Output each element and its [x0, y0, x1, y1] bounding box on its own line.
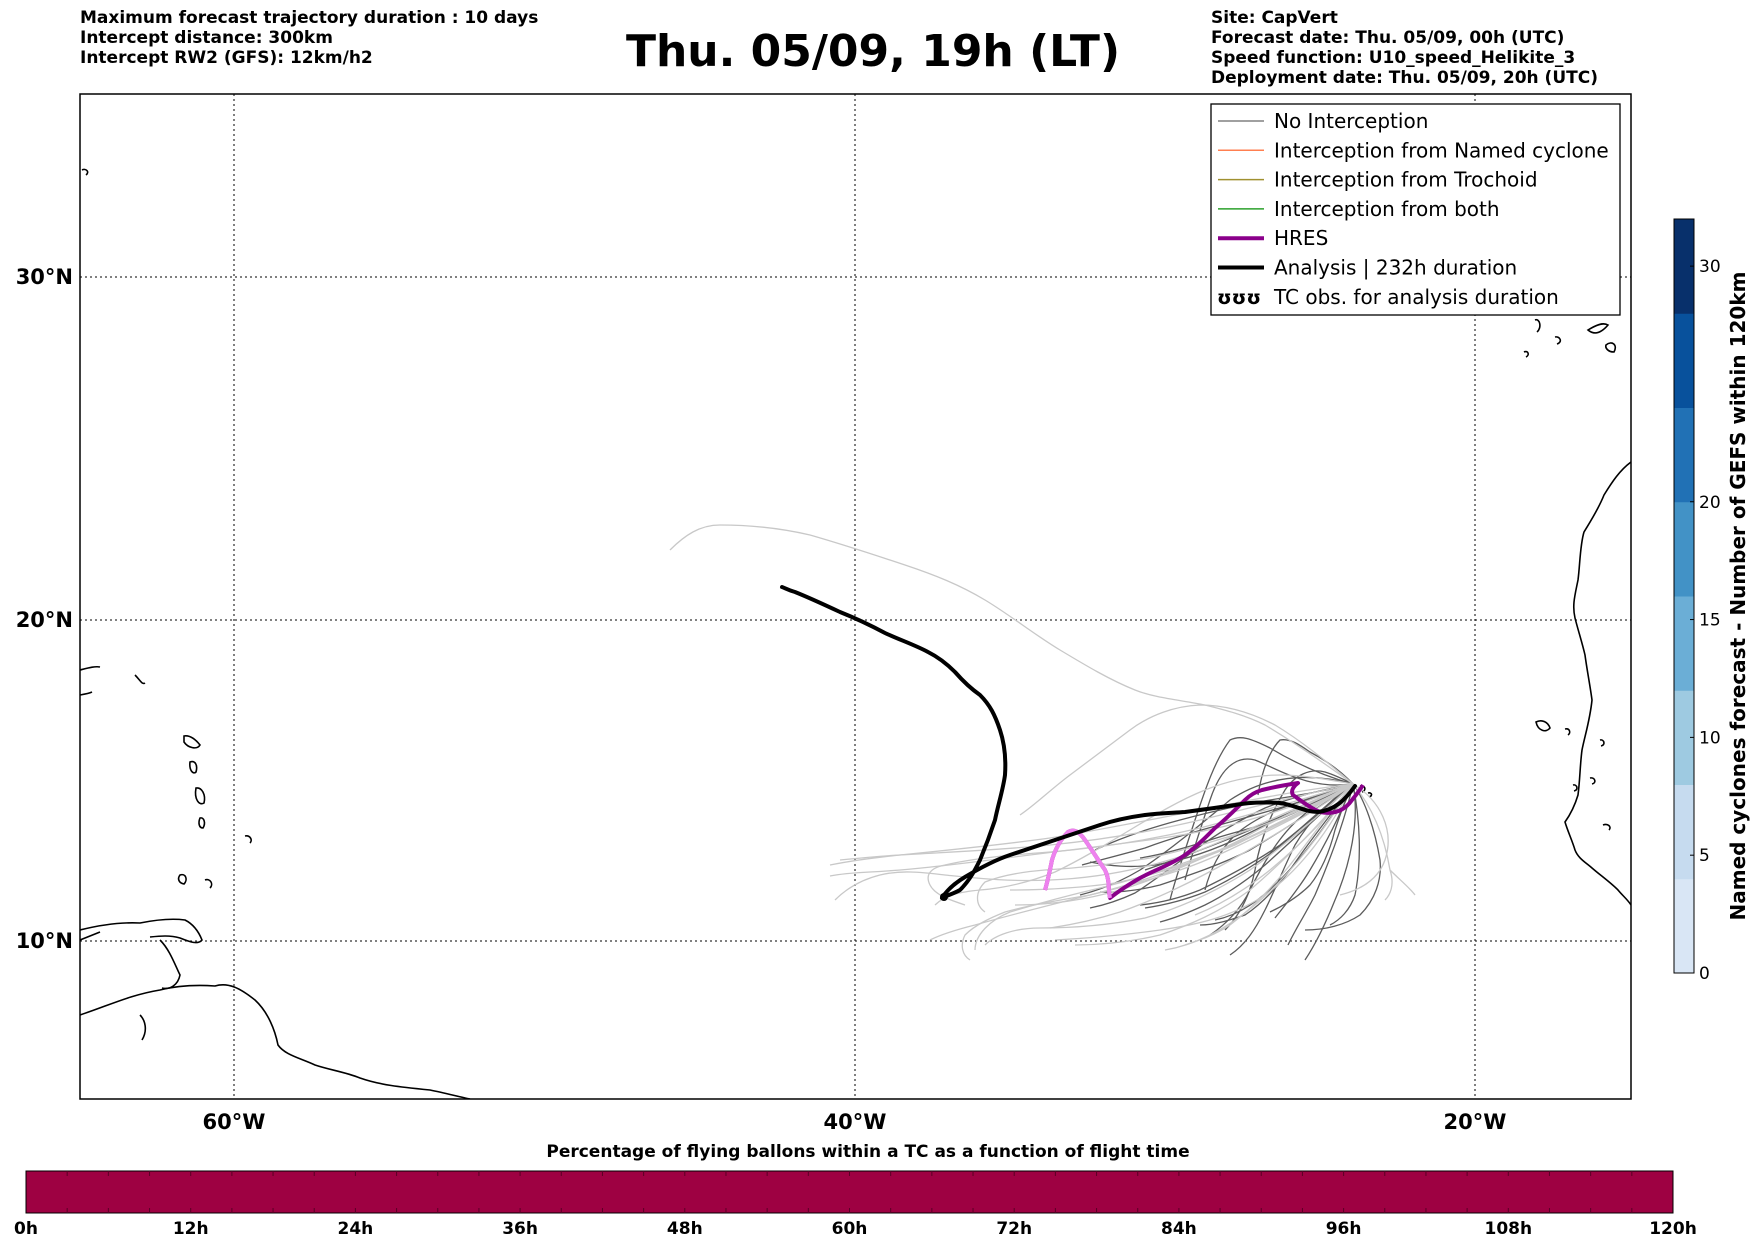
right-colorbar-segment	[1674, 219, 1694, 314]
lon-label-60w: 60°W	[203, 1110, 266, 1134]
right-colorbar-tick-label: 20	[1699, 493, 1721, 513]
tc-symbol-icon: ʊʊʊ	[1217, 287, 1261, 309]
legend-item: No Interception	[1218, 109, 1428, 133]
bottom-colorbar-tick-label: 72h	[996, 1219, 1032, 1239]
header-speed-function: Speed function: U10_speed_Helikite_3	[1211, 48, 1576, 68]
legend-item: Interception from Trochoid	[1218, 168, 1538, 192]
right-colorbar-segment	[1674, 313, 1694, 408]
legend-item-label: Interception from both	[1274, 197, 1500, 221]
legend-item: Interception from Named cyclone	[1218, 138, 1609, 162]
right-colorbar-segment	[1674, 690, 1694, 785]
trajectories-light	[669, 524, 1416, 961]
trinidad-coast	[80, 918, 203, 944]
lat-label-20n: 20°N	[16, 608, 73, 632]
bottom-colorbar-bar	[25, 1170, 1674, 1214]
right-colorbar-tick-label: 10	[1699, 728, 1721, 748]
sao-vicente-coast	[1564, 728, 1571, 736]
bottom-colorbar-tick-label: 120h	[1649, 1219, 1697, 1239]
bottom-colorbar: Percentage of flying ballons within a TC…	[14, 1142, 1697, 1239]
right-colorbar-tick-label: 15	[1699, 611, 1721, 631]
right-colorbar-frame	[1673, 218, 1695, 974]
barbados-grenada-coast	[177, 873, 213, 889]
right-colorbar: 0 5 10 15 20 30 Named cyclones forecast - Num…	[1673, 218, 1750, 984]
legend-item: HRES	[1218, 226, 1328, 250]
sal-coast	[1599, 739, 1605, 747]
maio-coast	[1572, 784, 1578, 792]
legend-item-label: TC obs. for analysis duration	[1273, 285, 1559, 309]
venezuela-river	[139, 1014, 147, 1041]
bottom-colorbar-title: Percentage of flying ballons within a TC…	[546, 1142, 1189, 1162]
legend-item: ʊʊʊ TC obs. for analysis duration	[1217, 285, 1559, 309]
header-intercept-distance: Intercept distance: 300km	[80, 28, 333, 48]
lon-label-20w: 20°W	[1444, 1110, 1507, 1134]
right-colorbar-fill	[1674, 219, 1694, 974]
bermuda-coast	[81, 168, 89, 176]
bottom-colorbar-tick-label: 108h	[1485, 1219, 1533, 1239]
bottom-colorbar-tick-label: 96h	[1326, 1219, 1362, 1239]
boa-vista-coast	[1589, 777, 1596, 785]
west-africa-coast	[1564, 461, 1631, 906]
bottom-colorbar-tick-label: 48h	[667, 1219, 703, 1239]
header-right-info: Site: CapVert Forecast date: Thu. 05/09,…	[1211, 8, 1598, 88]
right-colorbar-tick-label: 5	[1699, 846, 1710, 866]
legend-item-label: Analysis | 232h duration	[1274, 256, 1517, 280]
lat-label-10n: 10°N	[16, 929, 73, 953]
legend-item-label: Interception from Named cyclone	[1274, 138, 1609, 162]
martinique-coast	[194, 787, 206, 805]
axis-labels: 30°N 20°N 10°N 60°W 40°W 20°W	[16, 265, 1507, 1134]
bottom-colorbar-tick-label: 36h	[502, 1219, 538, 1239]
main-title: Thu. 05/09, 19h (LT)	[0, 26, 1752, 78]
header-intercept-rw2: Intercept RW2 (GFS): 12km/h2	[80, 48, 373, 68]
right-colorbar-segment	[1674, 501, 1694, 597]
header-deployment-date: Deployment date: Thu. 05/09, 20h (UTC)	[1211, 68, 1598, 88]
legend-box	[1210, 103, 1621, 316]
legend-items: No Interception Interception from Named c…	[1217, 109, 1609, 309]
right-colorbar-segment	[1674, 407, 1694, 503]
bottom-colorbar-ticks: 0h 12h 24h 36h 48h 60h 72h 84h 96h 108h 120h	[14, 1219, 1697, 1239]
bottom-colorbar-minor-ticks	[66, 1171, 1633, 1213]
right-colorbar-tick-label: 30	[1699, 257, 1721, 277]
header-site: Site: CapVert	[1211, 8, 1338, 28]
legend-item-label: HRES	[1274, 226, 1328, 250]
right-colorbar-tick-label: 0	[1699, 964, 1710, 984]
st-lucia-coast	[198, 817, 206, 829]
legend-item-label: Interception from Trochoid	[1274, 168, 1538, 192]
header-max-duration: Maximum forecast trajectory duration : 1…	[80, 8, 539, 28]
coastlines	[80, 168, 1631, 1099]
right-colorbar-ticks: 0 5 10 15 20 30	[1690, 257, 1721, 984]
bottom-colorbar-tick-label: 84h	[1161, 1219, 1197, 1239]
legend-item-label: No Interception	[1274, 109, 1428, 133]
guadeloupe-coast	[183, 735, 201, 749]
venezuela-inlet	[159, 939, 181, 990]
dominica-coast	[189, 760, 198, 774]
bottom-colorbar-tick-label: 12h	[173, 1219, 209, 1239]
lat-label-30n: 30°N	[16, 265, 73, 289]
bottom-colorbar-tick-label: 24h	[338, 1219, 374, 1239]
santo-antao-coast	[1535, 720, 1551, 732]
puerto-rico-coast	[80, 665, 146, 696]
bissagos-coast	[1602, 823, 1611, 831]
canary-islands-coast	[1523, 318, 1617, 358]
legend: No Interception Interception from Named c…	[1210, 103, 1621, 316]
title-text: Thu. 05/09, 19h (LT)	[625, 26, 1121, 77]
legend-item: Interception from both	[1218, 197, 1500, 221]
bottom-colorbar-tick-label: 0h	[14, 1219, 38, 1239]
analysis-trajectory	[780, 585, 1357, 900]
small-island	[244, 835, 252, 844]
right-colorbar-segment	[1674, 596, 1694, 691]
header-forecast-date: Forecast date: Thu. 05/09, 00h (UTC)	[1211, 28, 1565, 48]
right-colorbar-segment	[1674, 784, 1694, 880]
map-content	[80, 94, 1631, 1099]
header-left-info: Maximum forecast trajectory duration : 1…	[80, 8, 538, 68]
lon-label-40w: 40°W	[824, 1110, 887, 1134]
legend-item: Analysis | 232h duration	[1218, 256, 1517, 280]
right-colorbar-label: Named cyclones forecast - Number of GEFS…	[1726, 272, 1750, 921]
right-colorbar-segment	[1674, 878, 1694, 974]
bottom-colorbar-tick-label: 60h	[832, 1219, 868, 1239]
analysis-start-marker	[940, 893, 948, 901]
